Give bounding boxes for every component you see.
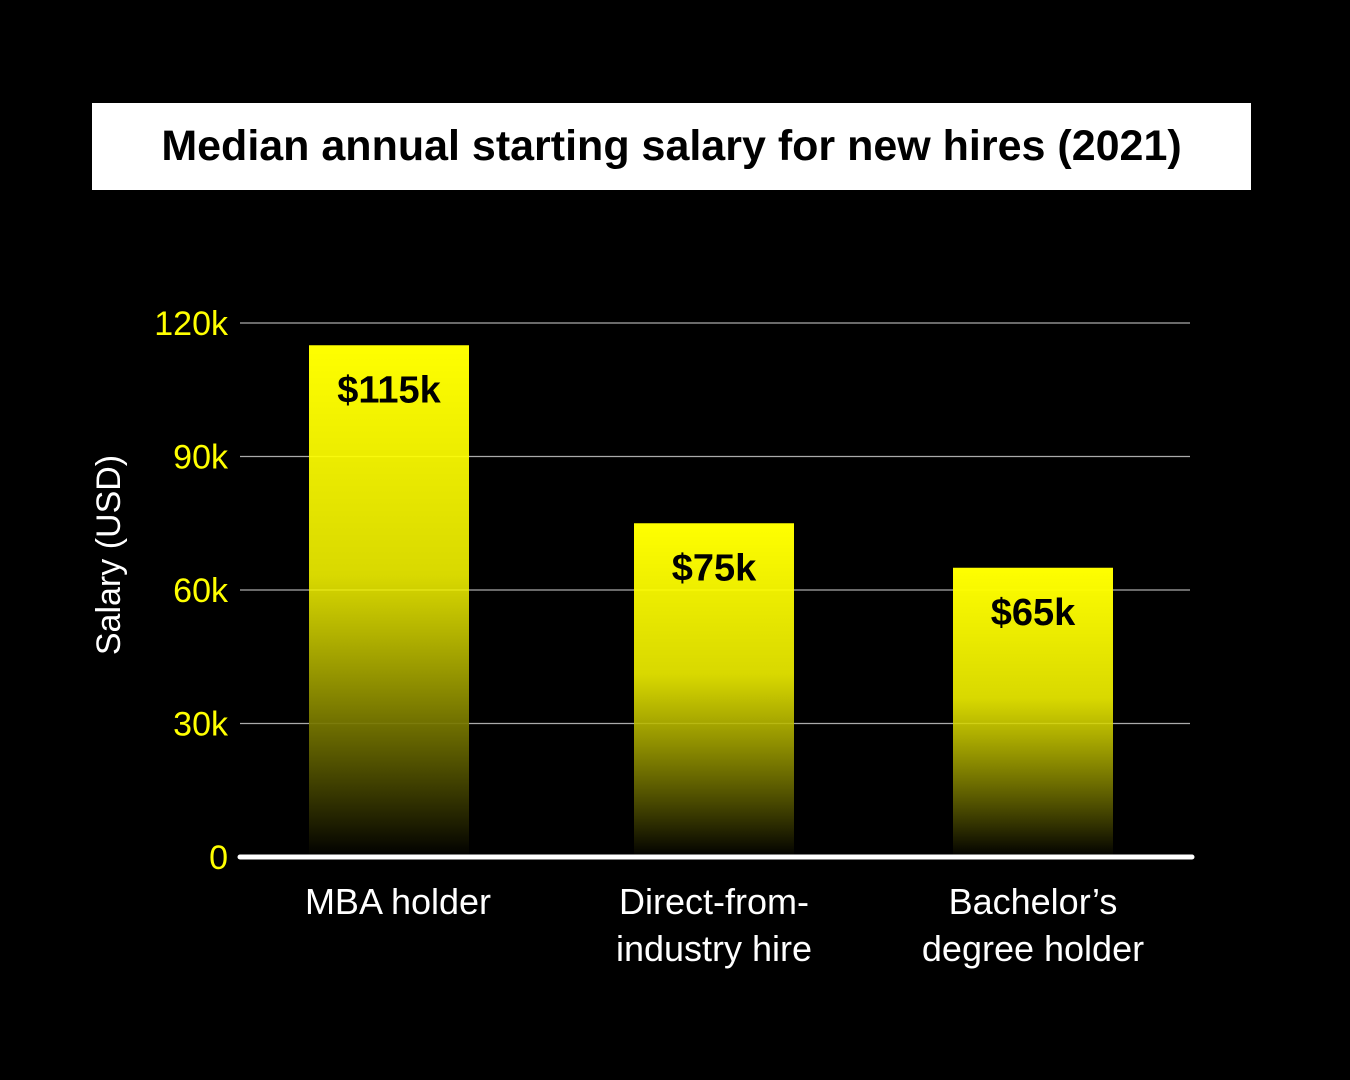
- bar: [634, 523, 794, 857]
- bars: [309, 345, 1113, 857]
- chart-title: Median annual starting salary for new hi…: [161, 122, 1182, 170]
- x-tick-label: Bachelor’s: [949, 881, 1118, 922]
- bar: [953, 567, 1113, 857]
- data-label: $75k: [672, 547, 757, 589]
- data-label: $115k: [337, 369, 441, 411]
- x-tick-label: degree holder: [922, 928, 1144, 969]
- y-tick-label: 120k: [154, 305, 229, 343]
- y-tick-label: 30k: [173, 706, 229, 744]
- x-tick-label: MBA holder: [305, 881, 491, 922]
- bar: [309, 345, 469, 857]
- y-tick-label: 90k: [173, 439, 229, 477]
- y-axis-label: Salary (USD): [90, 455, 128, 655]
- x-tick-label: Direct-from-: [619, 881, 809, 922]
- labels: 0 30k 60k 90k 120k $115k MBA holder $75k Direct-…: [154, 305, 1195, 969]
- y-tick-label: 0: [209, 839, 228, 877]
- chart-title-box: Median annual starting salary for new hi…: [92, 103, 1251, 190]
- y-tick-label: 60k: [173, 572, 229, 610]
- data-label: $65k: [991, 592, 1076, 634]
- x-tick-label: industry hire: [616, 928, 812, 969]
